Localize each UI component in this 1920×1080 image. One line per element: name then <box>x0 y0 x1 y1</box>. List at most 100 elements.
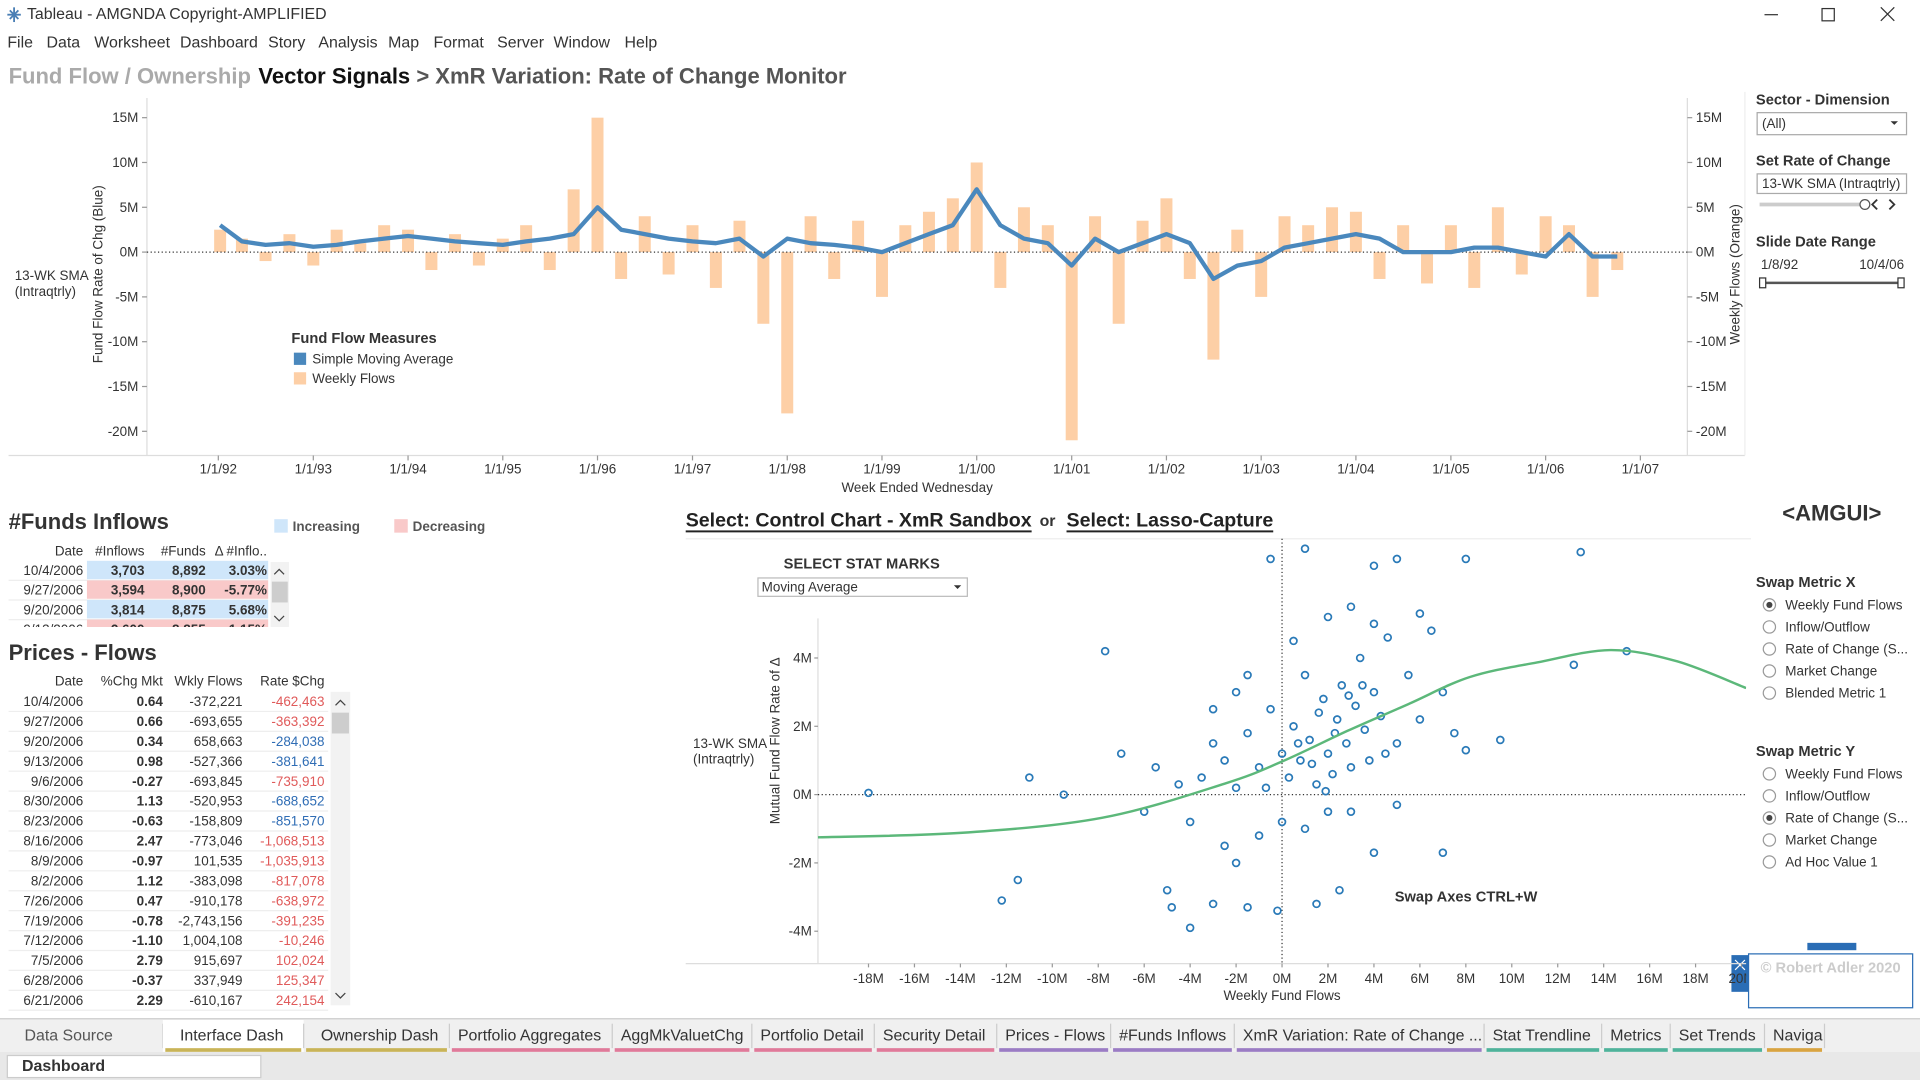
scroll-arrows[interactable] <box>335 699 346 999</box>
breadcrumb-parent[interactable]: Fund Flow / Ownership <box>9 63 251 88</box>
menu-item[interactable]: Data <box>47 34 81 51</box>
scatter-point[interactable] <box>1328 769 1337 779</box>
scatter-point[interactable] <box>1351 701 1360 711</box>
scrollbar[interactable] <box>330 691 351 1006</box>
sheet-tab[interactable]: #Funds Inflows <box>1119 1027 1226 1044</box>
scatter-point[interactable] <box>1323 807 1333 816</box>
sheet-selector[interactable] <box>6 1054 262 1079</box>
scatter-point[interactable] <box>1383 633 1393 642</box>
radio-label[interactable]: Weekly Fund Flows <box>1785 766 1902 781</box>
sheet-tab[interactable]: Stat Trendline <box>1493 1027 1591 1044</box>
input-value[interactable]: 13-WK SMA (Intraqtrly) <box>1762 176 1900 191</box>
scatter-point[interactable] <box>1344 691 1353 700</box>
radio-dot[interactable] <box>1766 814 1773 822</box>
scatter-point[interactable] <box>1208 899 1218 909</box>
scatter-point[interactable] <box>1220 841 1229 851</box>
radio-label[interactable]: Inflow/Outflow <box>1785 788 1870 803</box>
sheet-tab[interactable]: Interface Dash <box>180 1027 283 1044</box>
scatter-point[interactable] <box>1243 903 1252 912</box>
scatter-point[interactable] <box>1273 906 1282 916</box>
dropdown-value[interactable]: Moving Average <box>762 580 858 595</box>
scatter-point[interactable] <box>1496 735 1505 745</box>
scatter-point[interactable] <box>1319 694 1328 704</box>
menu-item[interactable]: Dashboard <box>180 34 258 51</box>
scatter-point[interactable] <box>1116 749 1126 758</box>
radio-button[interactable] <box>1762 789 1777 803</box>
scatter-point[interactable] <box>1261 783 1271 793</box>
dropdown-arrow[interactable] <box>1890 121 1898 125</box>
scroll-thumb[interactable] <box>271 581 288 603</box>
scatter-point[interactable] <box>1185 817 1195 827</box>
scatter-point[interactable] <box>1415 715 1425 724</box>
scatter-point[interactable] <box>1293 739 1303 748</box>
scatter-point[interactable] <box>1369 848 1379 857</box>
scatter-point[interactable] <box>1167 903 1177 912</box>
scatter-point[interactable] <box>1438 848 1448 857</box>
scatter-point[interactable] <box>1197 773 1206 782</box>
menu-item[interactable]: Analysis <box>318 34 377 51</box>
scatter-point[interactable] <box>1277 817 1287 827</box>
rate-input[interactable] <box>1756 173 1908 195</box>
scatter-point[interactable] <box>997 896 1007 905</box>
menu-item[interactable]: Server <box>497 34 545 51</box>
breadcrumb-current[interactable]: Vector Signals <box>258 63 410 88</box>
scatter-point[interactable] <box>1162 885 1172 895</box>
scatter-point[interactable] <box>1254 831 1264 840</box>
scatter-point[interactable] <box>1360 725 1370 734</box>
scatter-point[interactable] <box>1266 554 1275 564</box>
scatter-point[interactable] <box>1289 636 1298 646</box>
sheet-tab[interactable]: Metrics <box>1610 1027 1661 1044</box>
scatter-point[interactable] <box>1369 619 1379 629</box>
scatter-point[interactable] <box>1208 704 1218 714</box>
scroll-arrows[interactable] <box>273 568 285 622</box>
radio-button[interactable] <box>1762 664 1777 678</box>
radio-label[interactable]: Blended Metric 1 <box>1785 686 1886 701</box>
scatter-point[interactable] <box>1332 715 1342 724</box>
sheet-tab[interactable]: Prices - Flows <box>1005 1027 1105 1044</box>
link-lasso[interactable]: Select: Lasso-Capture <box>1067 509 1274 531</box>
scatter-point[interactable] <box>1100 646 1110 656</box>
scatter-point[interactable] <box>1059 790 1069 799</box>
dropdown-value[interactable]: (All) <box>1762 116 1786 131</box>
scatter-point[interactable] <box>1450 728 1459 738</box>
scatter-point[interactable] <box>864 788 873 798</box>
radio-button[interactable] <box>1762 686 1777 700</box>
scatter-point[interactable] <box>1284 773 1294 782</box>
scatter-point[interactable] <box>1231 783 1241 793</box>
sheet-tab[interactable]: Ownership Dash <box>321 1027 439 1044</box>
sheet-tab[interactable]: Naviga <box>1773 1027 1823 1044</box>
scatter-point[interactable] <box>1025 773 1034 782</box>
scatter-point[interactable] <box>1208 739 1218 748</box>
scatter-point[interactable] <box>1346 762 1356 772</box>
scatter-point[interactable] <box>1296 756 1305 765</box>
scatter-point[interactable] <box>1381 749 1390 758</box>
scatter-point[interactable] <box>1243 728 1252 738</box>
sheet-name[interactable]: Dashboard <box>22 1058 105 1075</box>
radio-button[interactable] <box>1762 833 1777 847</box>
scroll-thumb[interactable] <box>331 712 349 734</box>
scatter-point[interactable] <box>1314 708 1324 717</box>
scatter-point[interactable] <box>1392 554 1402 564</box>
radio-label[interactable]: Ad Hoc Value 1 <box>1785 855 1877 870</box>
scatter-point[interactable] <box>1289 722 1298 731</box>
scatter-point[interactable] <box>1277 749 1287 758</box>
dropdown-arrow[interactable] <box>953 585 962 589</box>
slider-thumb[interactable] <box>1859 198 1871 210</box>
scatter-point[interactable] <box>1427 626 1436 635</box>
scatter-point[interactable] <box>1307 759 1317 769</box>
scatter-point[interactable] <box>1415 609 1425 618</box>
radio-label[interactable]: Weekly Fund Flows <box>1785 597 1902 612</box>
scatter-point[interactable] <box>1312 780 1321 789</box>
sheet-tab[interactable]: Set Trends <box>1679 1027 1756 1044</box>
scatter-point[interactable] <box>1321 786 1330 796</box>
scatter-point[interactable] <box>1355 653 1365 663</box>
scatter-point[interactable] <box>1576 547 1585 557</box>
scatter-point[interactable] <box>1569 660 1579 670</box>
scatter-point[interactable] <box>1305 735 1314 745</box>
scatter-point[interactable] <box>1461 745 1471 755</box>
radio-button[interactable] <box>1762 767 1777 781</box>
menu-item[interactable]: Map <box>388 34 419 51</box>
scatter-point[interactable] <box>1013 875 1023 885</box>
sector-dropdown[interactable] <box>1756 112 1908 136</box>
scatter-point[interactable] <box>1185 923 1195 933</box>
